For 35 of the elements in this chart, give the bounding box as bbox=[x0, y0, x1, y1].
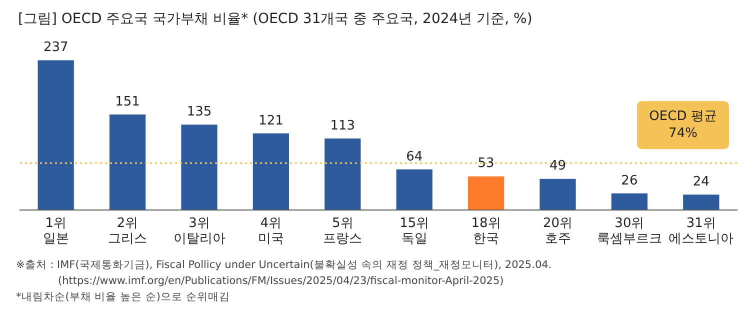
text: ※출처 : IMF(국제통화기금), Fiscal Pollicy under Uncertain(불확실성 속의 재정 정책_재정모니터), 2025.04. bbox=[16, 258, 553, 273]
data-label: 64 bbox=[406, 149, 423, 164]
x-tick-label: 31위 에스토니아 bbox=[668, 216, 734, 247]
x-tick-label: 2위 그리스 bbox=[108, 216, 148, 247]
bar bbox=[324, 138, 361, 210]
data-label: 151 bbox=[115, 94, 140, 110]
bar bbox=[38, 60, 74, 210]
data-label: 24 bbox=[692, 174, 710, 190]
bar bbox=[611, 193, 648, 210]
text: (https://www.imf.org/en/Publications/FM/Issues/2025/04/23/fiscal-monitor-April-2025) bbox=[57, 274, 505, 289]
data-label: 237 bbox=[43, 40, 68, 56]
bar bbox=[683, 194, 720, 210]
x-tick-label: 3위 이탈리아 bbox=[173, 216, 226, 247]
data-label: 135 bbox=[186, 104, 212, 120]
data-label: 26 bbox=[621, 173, 638, 188]
data-label: 121 bbox=[258, 113, 284, 128]
data-label: 113 bbox=[330, 118, 356, 134]
bar bbox=[181, 124, 218, 210]
x-tick-label: 15위 독일 bbox=[400, 216, 430, 247]
x-tick-label: 4위 미국 bbox=[258, 216, 284, 247]
x-tick-label: 1위 일본 bbox=[42, 216, 69, 247]
bar bbox=[540, 178, 576, 210]
x-tick-label: 20위 호주 bbox=[542, 216, 573, 247]
data-label: 49 bbox=[549, 158, 566, 174]
chart-title: [그림] OECD 주요국 국가부채 비율* (OECD 31개국 중 주요국, 2024년 기준, %) bbox=[17, 10, 534, 28]
x-tick-label: 5위 프랑스 bbox=[323, 216, 362, 247]
x-tick-label: 18위 한국 bbox=[471, 216, 501, 247]
data-label: 53 bbox=[478, 156, 494, 172]
bar bbox=[396, 169, 432, 210]
text: *내림차순(부채 비율 높은 순)으로 순위매김 bbox=[16, 290, 231, 305]
bar bbox=[252, 133, 290, 210]
x-tick-label: 30위 룩셈부르크 bbox=[596, 216, 662, 247]
bar bbox=[468, 176, 504, 210]
bar bbox=[109, 114, 146, 210]
ref-line-label: OECD 평균 74% bbox=[649, 108, 717, 141]
